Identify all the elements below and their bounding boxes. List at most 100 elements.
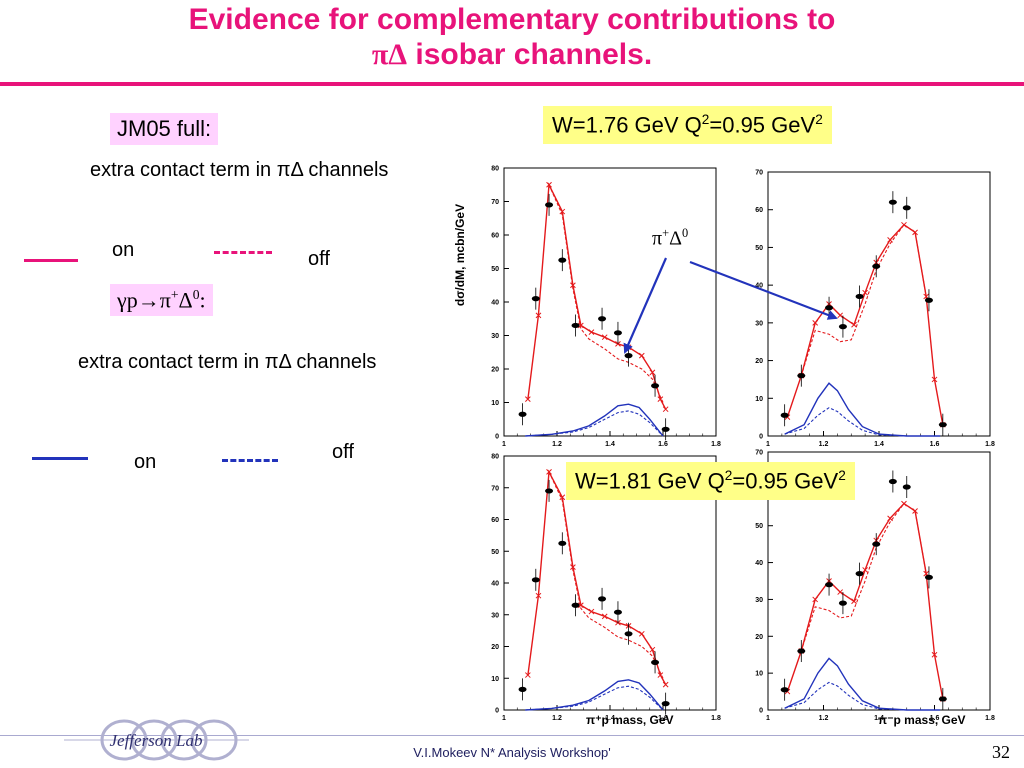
w181-sup-2: 2 — [838, 468, 846, 483]
data-point — [924, 574, 933, 580]
data-point — [598, 596, 607, 602]
series-marker — [862, 567, 868, 573]
w176-mid: =0.95 GeV — [709, 112, 816, 138]
series-marker — [535, 312, 542, 319]
series-line-dashed — [525, 685, 664, 711]
series-line-dashed — [800, 502, 927, 652]
data-point — [902, 484, 911, 490]
data-point — [838, 600, 847, 606]
data-point — [661, 701, 670, 707]
data-point — [518, 686, 527, 692]
data-point — [558, 540, 567, 546]
x-tick-label: 1.4 — [874, 715, 884, 722]
w176-label: W=1.76 GeV Q2=0.95 GeV2 — [543, 106, 832, 145]
y-tick-label: 60 — [491, 233, 499, 240]
title-divider — [0, 82, 1024, 86]
data-point — [598, 316, 607, 322]
series-marker — [577, 322, 584, 329]
x-tick-label: 1.8 — [711, 715, 721, 722]
data-point — [651, 383, 660, 389]
series-marker — [535, 592, 542, 599]
y-tick-label: 30 — [755, 320, 763, 327]
data-point — [825, 582, 834, 588]
y-tick-label: 0 — [495, 434, 499, 441]
arrow-to-right-panel — [689, 260, 838, 320]
data-point — [613, 609, 622, 615]
w176-prefix: W=1.76 GeV Q — [552, 112, 702, 138]
data-point — [838, 324, 847, 330]
x-tick-label: 1.6 — [930, 441, 940, 448]
series-marker — [931, 376, 938, 383]
data-point — [924, 297, 933, 303]
footer-text: V.I.Mokeev N* Analysis Workshop' — [413, 745, 611, 760]
reaction-prefix: γp→π — [117, 287, 171, 313]
x-axis-label-left: π⁺p mass, GeV — [586, 713, 674, 727]
slide-title: Evidence for complementary contributions… — [0, 2, 1024, 72]
w176-sup-2: 2 — [815, 112, 823, 127]
series-marker — [851, 598, 857, 605]
reaction-sup-plus: + — [170, 287, 179, 302]
blue-off-label: off — [332, 441, 354, 463]
series-marker — [887, 515, 893, 522]
series-marker — [812, 596, 819, 603]
data-point — [872, 541, 881, 547]
series-marker — [812, 320, 819, 326]
data-point — [571, 322, 580, 329]
series-marker — [570, 282, 576, 289]
title-line-2: πΔ isobar channels. — [0, 37, 1024, 72]
data-point — [624, 353, 633, 359]
reaction-colon: : — [199, 287, 206, 313]
series-marker — [662, 406, 669, 413]
x-tick-label: 1.8 — [985, 715, 995, 722]
blue-on-label: on — [134, 451, 157, 473]
page-number: 32 — [992, 742, 1010, 762]
x-tick-label: 1.8 — [711, 441, 721, 448]
data-point — [571, 602, 580, 608]
series-line-solid — [784, 657, 941, 711]
y-tick-label: 20 — [491, 367, 499, 374]
series-marker — [588, 329, 595, 336]
y-tick-label: 20 — [755, 358, 763, 365]
w176-sup-1: 2 — [701, 112, 710, 127]
chart-panel-top-right: 0 10 20 30 40 50 60 70 1 1.2 1.4 1.6 1.8 — [755, 170, 995, 449]
series-marker — [559, 494, 566, 501]
series-marker — [649, 646, 656, 653]
x-tick-label: 1.8 — [985, 441, 995, 448]
annotation-pi: π — [652, 227, 663, 250]
y-tick-label: 40 — [491, 300, 499, 307]
data-point — [545, 202, 554, 208]
logo-text: Jefferson Lab — [109, 731, 202, 750]
y-tick-label: 70 — [755, 170, 763, 177]
x-tick-label: 1.2 — [552, 441, 562, 448]
x-tick-label: 1.6 — [658, 441, 668, 448]
y-tick-label: 70 — [755, 450, 763, 457]
series-line-dashed — [548, 184, 664, 403]
annotation-delta: Δ — [669, 227, 682, 250]
series-marker — [601, 334, 608, 341]
series-marker — [638, 352, 645, 359]
data-point — [855, 293, 864, 300]
title-symbol: πΔ — [371, 38, 408, 71]
series-line-dashed — [548, 471, 664, 679]
data-point — [780, 412, 789, 418]
x-tick-label: 1 — [502, 715, 506, 722]
y-tick-label: 50 — [491, 266, 499, 273]
series-marker — [887, 237, 893, 243]
data-point — [558, 257, 567, 263]
y-tick-label: 30 — [491, 612, 499, 619]
data-point — [624, 631, 633, 637]
series-line-solid — [527, 182, 667, 410]
series-line-solid — [527, 469, 667, 685]
x-tick-label: 1 — [766, 715, 770, 722]
y-tick-label: 10 — [491, 676, 499, 683]
x-tick-label: 1.2 — [819, 715, 829, 722]
data-point — [855, 571, 864, 577]
data-point — [938, 422, 947, 428]
y-tick-label: 80 — [491, 166, 499, 173]
data-point — [651, 659, 660, 665]
data-point — [825, 305, 834, 311]
pi-delta-annotation: π+Δ0 — [652, 226, 688, 251]
w181-prefix: W=1.81 GeV Q — [575, 468, 725, 494]
y-tick-label: 60 — [755, 207, 763, 214]
